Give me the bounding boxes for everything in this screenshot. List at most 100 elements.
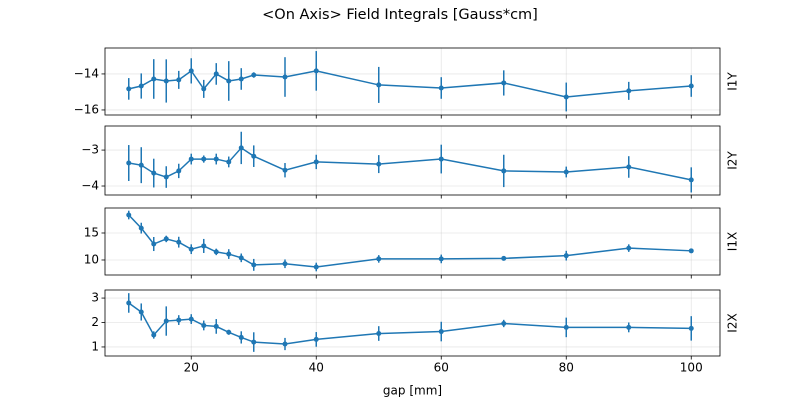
- data-point: [201, 243, 207, 249]
- data-point: [626, 164, 632, 170]
- y-tick-label: −16: [74, 102, 99, 116]
- data-point: [176, 239, 182, 245]
- data-point: [688, 325, 694, 331]
- data-point: [151, 332, 157, 338]
- data-point: [438, 85, 444, 91]
- y-tick-label: 2: [91, 315, 99, 329]
- data-point: [688, 83, 694, 89]
- data-point: [626, 245, 632, 251]
- data-point: [626, 88, 632, 94]
- data-point: [226, 251, 232, 257]
- data-point: [176, 317, 182, 323]
- data-point: [226, 159, 232, 165]
- y-axis-label: I1Y: [726, 72, 740, 91]
- data-point: [313, 159, 319, 165]
- data-point: [213, 156, 219, 162]
- y-axis-label: I2X: [726, 313, 740, 332]
- data-point: [151, 76, 157, 82]
- data-point: [626, 324, 632, 330]
- data-point: [238, 255, 244, 261]
- data-point: [438, 256, 444, 262]
- data-point: [282, 74, 288, 80]
- data-point: [151, 170, 157, 176]
- data-point: [501, 168, 507, 174]
- data-point: [226, 78, 232, 84]
- data-point: [163, 318, 169, 324]
- data-point: [126, 300, 132, 306]
- data-point: [201, 156, 207, 162]
- data-point: [213, 323, 219, 329]
- data-point: [138, 225, 144, 231]
- data-point: [188, 316, 194, 322]
- y-tick-label: 10: [84, 252, 99, 266]
- data-point: [163, 236, 169, 242]
- y-tick-label: −4: [81, 179, 99, 193]
- data-point: [563, 324, 569, 330]
- data-point: [163, 78, 169, 84]
- data-point: [688, 248, 694, 254]
- data-point: [201, 322, 207, 328]
- data-point: [138, 83, 144, 89]
- data-point: [201, 86, 207, 92]
- axes-frame: [104, 207, 721, 276]
- data-point: [563, 253, 569, 259]
- x-tick-label: 80: [559, 361, 574, 375]
- data-point: [176, 77, 182, 83]
- data-point: [376, 82, 382, 88]
- data-point: [501, 320, 507, 326]
- y-tick-label: −3: [81, 143, 99, 157]
- data-point: [501, 80, 507, 86]
- data-point: [563, 169, 569, 175]
- x-tick-label: 100: [680, 361, 703, 375]
- data-point: [313, 336, 319, 342]
- data-point: [151, 241, 157, 247]
- data-point: [126, 212, 132, 218]
- x-tick-label: 40: [309, 361, 324, 375]
- data-point: [313, 68, 319, 74]
- data-point: [438, 329, 444, 335]
- data-point: [238, 145, 244, 151]
- x-tick-label: 60: [434, 361, 449, 375]
- data-point: [126, 86, 132, 92]
- data-point: [376, 161, 382, 167]
- y-tick-label: 15: [84, 225, 99, 239]
- data-point: [251, 72, 257, 78]
- data-point: [251, 153, 257, 159]
- data-point: [376, 256, 382, 262]
- data-point: [313, 264, 319, 270]
- data-point: [238, 334, 244, 340]
- data-point: [188, 246, 194, 252]
- y-axis-label: I2Y: [726, 151, 740, 170]
- data-point: [176, 168, 182, 174]
- data-point: [213, 71, 219, 77]
- x-axis-label: gap [mm]: [383, 384, 442, 398]
- axes-frame: [104, 47, 721, 116]
- data-point: [188, 68, 194, 74]
- data-point: [251, 339, 257, 345]
- y-tick-label: 1: [91, 339, 99, 353]
- y-tick-label: 3: [91, 291, 99, 305]
- x-tick-label: 20: [184, 361, 199, 375]
- data-point: [688, 177, 694, 183]
- data-point: [163, 174, 169, 180]
- data-point: [138, 162, 144, 168]
- data-point: [238, 76, 244, 82]
- data-point: [282, 261, 288, 267]
- y-tick-label: −14: [74, 66, 99, 80]
- axes-frame: [104, 289, 721, 357]
- data-point: [138, 309, 144, 315]
- data-point: [226, 329, 232, 335]
- data-point: [188, 156, 194, 162]
- data-point: [251, 262, 257, 268]
- y-axis-label: I1X: [726, 232, 740, 251]
- data-point: [438, 156, 444, 162]
- data-point: [282, 167, 288, 173]
- axes-frame: [104, 125, 721, 196]
- data-point: [376, 331, 382, 337]
- data-point: [501, 255, 507, 261]
- data-point: [563, 94, 569, 100]
- figure-title: <On Axis> Field Integrals [Gauss*cm]: [262, 7, 538, 23]
